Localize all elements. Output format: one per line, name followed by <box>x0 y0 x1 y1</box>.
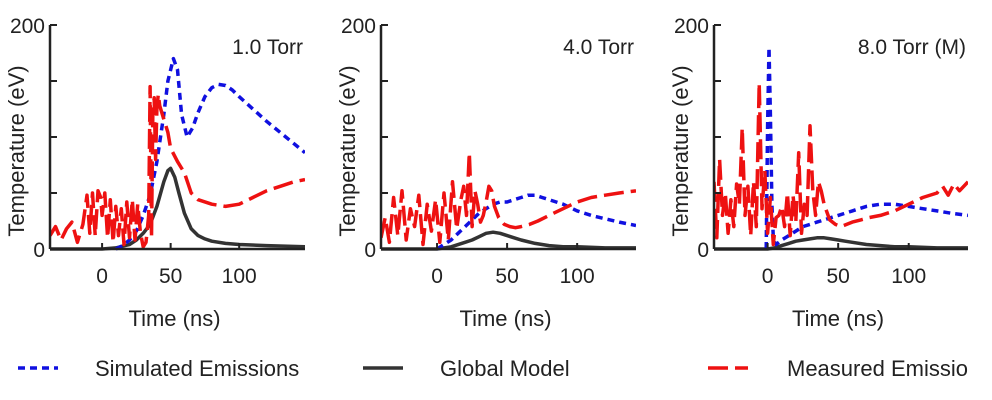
x-tick-label: 50 <box>495 265 518 288</box>
series-line-simulated <box>115 56 305 251</box>
x-tick-label: 50 <box>826 265 849 288</box>
legend-label-simulated: Simulated Emissions <box>95 356 299 381</box>
series-group <box>50 56 305 251</box>
series-line-global <box>50 166 305 251</box>
x-tick-label: 100 <box>222 265 257 288</box>
y-tick-label: 200 <box>674 15 709 38</box>
legend-label-global: Global Model <box>440 356 570 381</box>
series-line-global <box>381 230 636 251</box>
y-tick-label: 0 <box>697 239 709 262</box>
y-tick-label: 200 <box>341 15 376 38</box>
x-tick-label: 0 <box>96 265 108 288</box>
panel-title: 8.0 Torr (M) <box>858 36 966 59</box>
series-line-measured <box>714 81 968 247</box>
series-line-measured <box>381 150 636 247</box>
y-tick-label: 200 <box>10 15 45 38</box>
y-axis-label: Temperature (eV) <box>668 65 693 236</box>
x-tick-label: 100 <box>891 265 926 288</box>
legend: Simulated Emissions Global Model Measure… <box>18 356 968 381</box>
x-tick-label: 0 <box>431 265 443 288</box>
x-tick-label: 0 <box>762 265 774 288</box>
y-axis-label: Temperature (eV) <box>335 65 360 236</box>
series-line-global <box>714 236 968 251</box>
x-axis-label: Time (ns) <box>128 306 220 331</box>
chart-panel-2: 0 50 100 0 200 Time (ns) Temperature (eV) 4.0 T… <box>335 15 636 331</box>
x-axis-label: Time (ns) <box>792 306 884 331</box>
y-tick-label: 0 <box>364 239 376 262</box>
chart-panel-3: 0 50 100 0 200 Time (ns) Temperature (eV) 8.0 T… <box>668 15 968 331</box>
y-axis-label: Temperature (eV) <box>4 65 29 236</box>
y-tick-label: 0 <box>33 239 45 262</box>
x-tick-label: 50 <box>159 265 182 288</box>
x-axis-label: Time (ns) <box>459 306 551 331</box>
series-line-measured <box>50 84 305 249</box>
legend-label-measured: Measured Emissio <box>787 356 968 381</box>
x-tick-label: 100 <box>560 265 595 288</box>
panel-title: 4.0 Torr <box>563 36 634 59</box>
series-group <box>381 150 636 251</box>
chart-panel-1: 0 50 100 0 200 Time (ns) Temperature (eV) 1.0 T… <box>4 15 305 331</box>
panel-title: 1.0 Torr <box>232 36 303 59</box>
series-group <box>714 45 968 251</box>
chart-panels: 0 50 100 0 200 Time (ns) Temperature (eV) 1.0 T… <box>4 15 968 331</box>
